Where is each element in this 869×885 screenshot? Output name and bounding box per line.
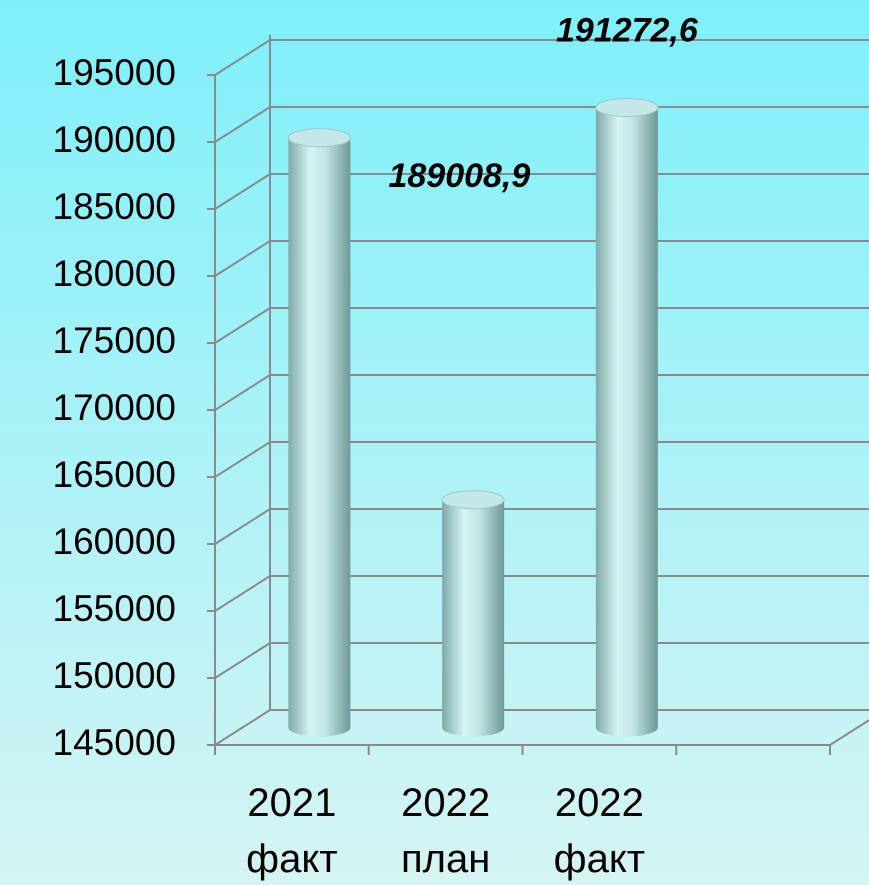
grid-line bbox=[214, 240, 271, 277]
bar-top bbox=[595, 97, 659, 117]
grid-line bbox=[214, 39, 271, 76]
grid-line bbox=[214, 173, 271, 210]
y-tick-label: 190000 bbox=[53, 119, 176, 160]
y-tick-label: 180000 bbox=[53, 253, 176, 294]
y-tick-label: 155000 bbox=[53, 588, 176, 629]
y-tick-label: 150000 bbox=[53, 655, 176, 696]
bar bbox=[288, 137, 351, 728]
data-label: 189008,9 bbox=[388, 157, 530, 195]
grid-line bbox=[214, 441, 271, 478]
x-tick-label: 2022 факт bbox=[553, 781, 646, 881]
data-label: 191272,6 bbox=[556, 11, 699, 49]
y-tick-label: 170000 bbox=[53, 387, 176, 428]
grid-line bbox=[214, 575, 271, 612]
x-tick-label: 2021 факт bbox=[246, 781, 338, 881]
y-tick-label: 195000 bbox=[53, 52, 176, 93]
grid-line bbox=[214, 709, 271, 746]
grid-line bbox=[214, 642, 271, 679]
floor-edge bbox=[829, 718, 869, 746]
y-tick-label: 160000 bbox=[53, 521, 176, 562]
grid-line bbox=[214, 307, 271, 344]
y-tick-label: 175000 bbox=[53, 320, 176, 361]
y-tick-label: 145000 bbox=[53, 722, 176, 763]
grid-line bbox=[214, 374, 271, 411]
x-tick-label: 2022 план bbox=[400, 781, 491, 881]
bar bbox=[595, 107, 658, 728]
bar bbox=[442, 499, 505, 728]
y-tick-label: 165000 bbox=[53, 454, 176, 495]
grid-line bbox=[214, 106, 271, 143]
grid-line bbox=[214, 508, 271, 545]
bar-top bbox=[287, 128, 351, 148]
y-tick-label: 185000 bbox=[53, 186, 176, 227]
bar-top bbox=[441, 490, 505, 510]
